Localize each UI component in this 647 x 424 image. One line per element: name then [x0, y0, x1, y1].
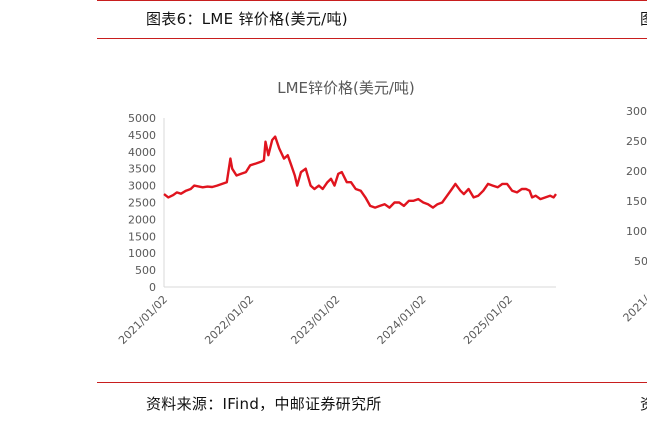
right-clip-source-glyph: 资 — [640, 393, 647, 414]
x-tick-label: 2021/01/02 — [116, 293, 170, 347]
y-tick-label: 2500 — [128, 197, 156, 210]
right-clip-y-tick: 200 — [626, 165, 647, 178]
y-tick-labels: 0 500 1000 1500 2000 2500 3000 3500 4000 4500 5000 — [128, 112, 156, 294]
right-clip-x-tick: 2021/ — [621, 293, 647, 325]
y-tick-label: 5000 — [128, 112, 156, 125]
y-tick-label: 500 — [135, 264, 156, 277]
top-rule — [97, 0, 647, 1]
right-clip-y-tick: 50 — [634, 255, 647, 268]
footer-rule — [97, 382, 647, 383]
right-clip-y-tick: 100 — [626, 225, 647, 238]
header-rule — [97, 38, 647, 39]
y-tick-label: 1000 — [128, 247, 156, 260]
right-clip-y-tick: 300 — [626, 105, 647, 118]
x-tick-label: 2024/01/02 — [375, 293, 429, 347]
figure-title: 图表6：LME 锌价格(美元/吨) — [146, 10, 348, 28]
x-tick-label: 2023/01/02 — [288, 293, 342, 347]
source-note: 资料来源：IFind，中邮证券研究所 — [146, 395, 382, 413]
y-tick-label: 2000 — [128, 213, 156, 226]
y-tick-label: 1500 — [128, 230, 156, 243]
y-tick-label: 3000 — [128, 180, 156, 193]
chart-title: LME锌价格(美元/吨) — [277, 79, 415, 97]
right-clip-axis: 300 250 200 150 100 50 2021/ — [621, 105, 647, 325]
x-tick-label: 2022/01/02 — [202, 293, 256, 347]
right-clip-header-glyph: 图 — [640, 8, 647, 29]
y-tick-label: 4500 — [128, 129, 156, 142]
x-tick-label: 2025/01/02 — [461, 293, 515, 347]
y-tick-label: 4000 — [128, 146, 156, 159]
series-line — [163, 135, 557, 209]
right-clip-y-tick: 150 — [626, 195, 647, 208]
y-tick-label: 3500 — [128, 163, 156, 176]
y-tick-label: 0 — [149, 281, 156, 294]
right-clip-y-tick: 250 — [626, 135, 647, 148]
x-tick-labels: 2021/01/02 2022/01/02 2023/01/02 2024/01/02… — [116, 293, 515, 347]
